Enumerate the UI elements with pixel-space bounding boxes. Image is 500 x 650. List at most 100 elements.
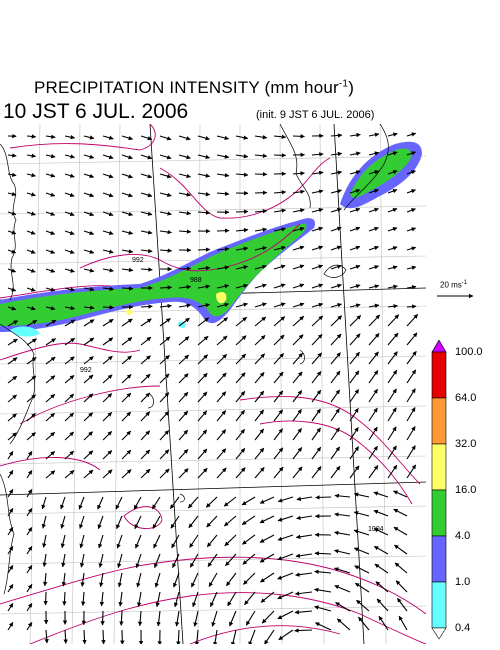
wind-vector [102, 450, 113, 460]
wind-vector [368, 226, 379, 232]
wind-vector [159, 303, 172, 309]
wind-vector [396, 597, 408, 612]
wind-vector [121, 374, 132, 384]
wind-vector [406, 265, 417, 270]
wind-vector [241, 496, 256, 506]
wind-vector [330, 264, 342, 270]
wind-vector [121, 267, 134, 273]
wind-vector [349, 245, 361, 251]
wind-vector [330, 226, 342, 232]
wind-vector [7, 508, 14, 517]
wind-vector [259, 496, 275, 504]
wind-vector [330, 333, 342, 346]
wind-vector [159, 411, 170, 422]
wind-vector [83, 469, 94, 479]
wind-vector [235, 246, 249, 251]
wind-vector [173, 591, 180, 608]
wind-vector [292, 264, 305, 270]
wind-vector [292, 245, 305, 251]
wind-vector [330, 427, 340, 441]
wind-vector [254, 467, 265, 479]
wind-vector [349, 333, 361, 346]
wind-vector [26, 546, 33, 555]
wind-vector [374, 563, 389, 574]
wind-vector [197, 135, 210, 141]
wind-vector [194, 629, 200, 644]
wind-vector [178, 303, 192, 308]
wind-vector [7, 153, 17, 158]
wind-vector [235, 428, 246, 441]
wind-vector [62, 591, 67, 606]
wind-vector [118, 591, 123, 607]
wind-vector [216, 265, 230, 270]
wind-vector [295, 572, 313, 577]
wind-vector [292, 390, 303, 403]
wind-vector [216, 135, 230, 141]
wind-vector [224, 534, 237, 547]
wind-vector [254, 302, 267, 308]
wind-vector [178, 210, 192, 216]
wind-vector [83, 249, 95, 254]
wind-vector [368, 465, 379, 479]
wind-vector [216, 391, 227, 403]
wind-vector [349, 315, 362, 327]
wind-vector [121, 469, 132, 479]
wind-vector [121, 154, 133, 160]
wind-vector [406, 388, 416, 403]
wind-vector [330, 303, 342, 308]
wind-vector [349, 370, 360, 384]
wind-vector [121, 449, 132, 460]
isobar-label: 992 [132, 257, 144, 264]
wind-vector [216, 284, 230, 289]
wind-vector [140, 211, 153, 216]
wind-vector [45, 134, 56, 139]
wind-vector [83, 305, 95, 310]
wind-vector [406, 170, 416, 175]
wind-vector [260, 591, 275, 603]
wind-vector [7, 546, 14, 555]
wind-vector [151, 496, 161, 510]
wind-vector [7, 357, 18, 365]
wind-vector [7, 451, 14, 460]
wind-vector [311, 446, 322, 460]
wind-vector [387, 207, 398, 213]
wind-vector [314, 587, 332, 593]
wind-vector [83, 393, 94, 403]
wind-vector [356, 599, 370, 612]
colorbar-tick: 1.0 [455, 576, 471, 588]
wind-vector [64, 268, 75, 273]
wind-vector [7, 432, 17, 441]
wind-vector [64, 469, 75, 479]
wind-vector [406, 208, 416, 213]
wind-vector [99, 572, 104, 588]
wind-vector [26, 603, 33, 612]
wind-vector [235, 227, 249, 233]
wind-vector [235, 302, 248, 308]
wind-vector [45, 230, 56, 235]
wind-vector [159, 248, 173, 253]
wind-vector [61, 572, 67, 587]
wind-vector [277, 591, 294, 600]
wind-vector [140, 468, 151, 479]
wind-vector [7, 191, 17, 197]
wind-vector [60, 534, 66, 549]
wind-vector [121, 173, 133, 179]
wind-vector [292, 371, 303, 384]
wind-vector [121, 355, 132, 365]
wind-vector [83, 319, 95, 327]
wind-vector [81, 591, 86, 607]
wind-vector [368, 265, 380, 270]
wind-vector [216, 410, 227, 422]
wind-vector [349, 207, 361, 213]
wind-vector [83, 337, 95, 346]
wind-vector [373, 528, 389, 536]
rain-area-intense [216, 292, 227, 304]
wind-vector [191, 572, 199, 588]
wind-vector [349, 284, 361, 289]
wind-vector [178, 391, 189, 403]
wind-vector [273, 316, 286, 327]
wind-vector [45, 319, 57, 327]
wind-vector [176, 629, 181, 644]
wind-vector [206, 534, 218, 548]
wind-vector [45, 470, 56, 479]
